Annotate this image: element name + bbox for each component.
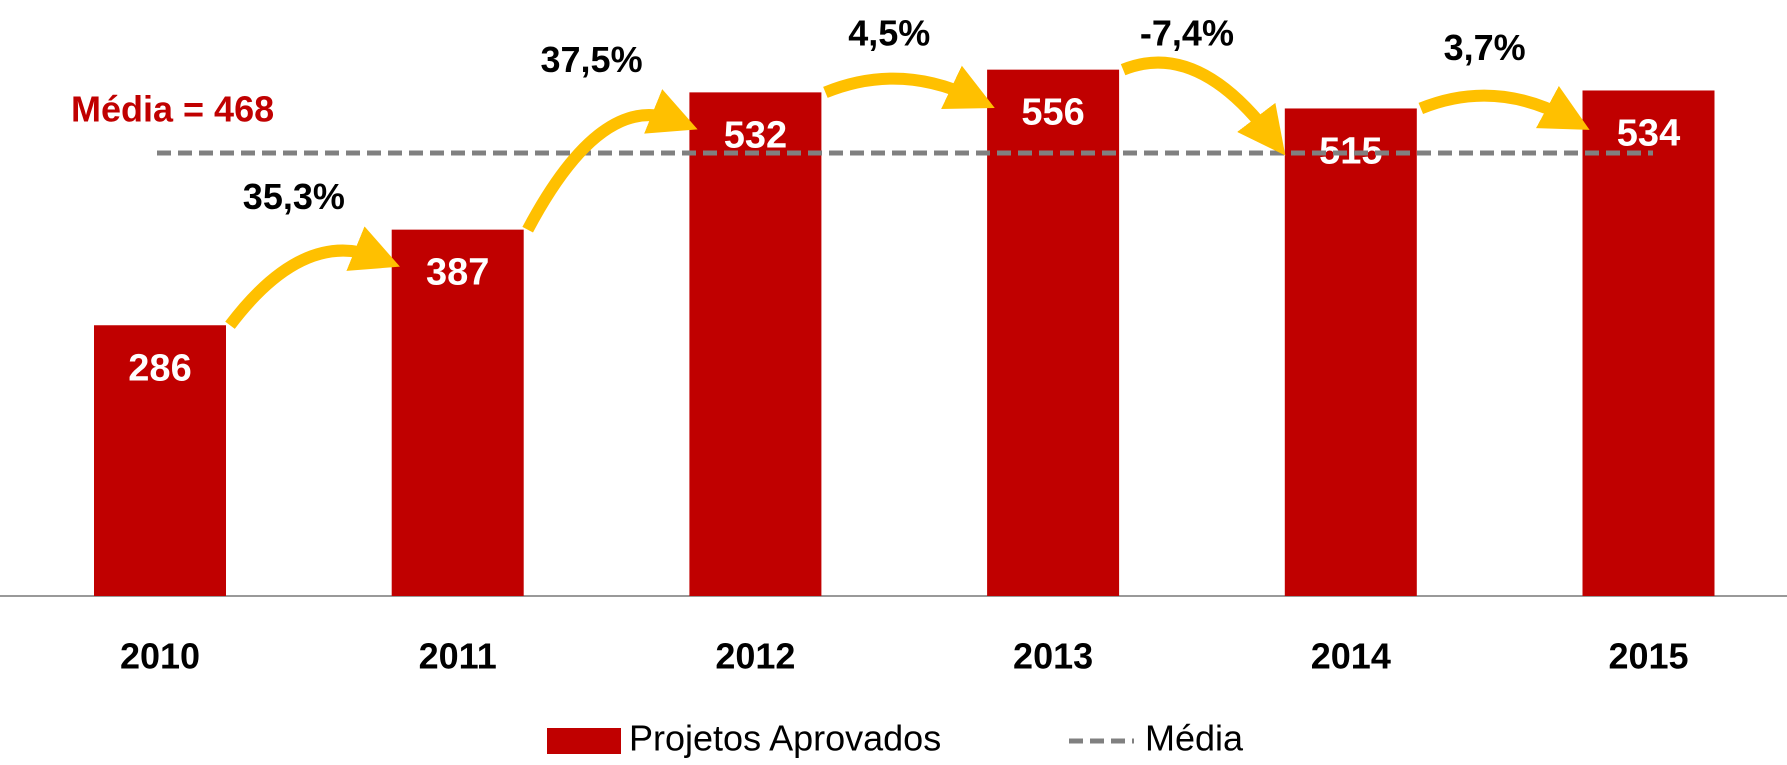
value-label: 387 xyxy=(426,252,489,294)
x-tick-label: 2011 xyxy=(419,636,497,677)
growth-arrow xyxy=(522,89,698,233)
growth-label: 37,5% xyxy=(541,39,643,80)
growth-label: 4,5% xyxy=(848,13,930,54)
growth-arrow xyxy=(1120,56,1286,156)
growth-arrow xyxy=(1418,85,1590,130)
bar xyxy=(94,325,226,596)
value-label: 286 xyxy=(128,347,191,389)
x-tick-label: 2012 xyxy=(715,636,795,677)
growth-label: 35,3% xyxy=(243,176,345,217)
x-tick-label: 2010 xyxy=(120,636,200,677)
legend-swatch xyxy=(547,728,621,754)
legend-label: Projetos Aprovados xyxy=(629,718,941,759)
value-label: 515 xyxy=(1319,130,1382,172)
x-tick-label: 2013 xyxy=(1013,636,1093,677)
bar xyxy=(391,229,524,596)
x-tick-label: 2014 xyxy=(1311,636,1391,677)
value-label: 532 xyxy=(724,114,787,156)
growth-arrow xyxy=(225,226,400,329)
growth-label: -7,4% xyxy=(1140,13,1234,54)
bar xyxy=(1582,90,1715,596)
mean-label: Média = 468 xyxy=(71,88,274,129)
growth-label: 3,7% xyxy=(1444,27,1526,68)
value-label: 534 xyxy=(1617,113,1680,155)
bar xyxy=(1284,108,1417,596)
bar xyxy=(689,92,822,596)
x-tick-label: 2015 xyxy=(1608,636,1688,677)
legend-label: Média xyxy=(1145,718,1244,759)
growth-arrow xyxy=(823,65,995,109)
value-label: 556 xyxy=(1021,92,1084,134)
bar xyxy=(987,69,1120,597)
